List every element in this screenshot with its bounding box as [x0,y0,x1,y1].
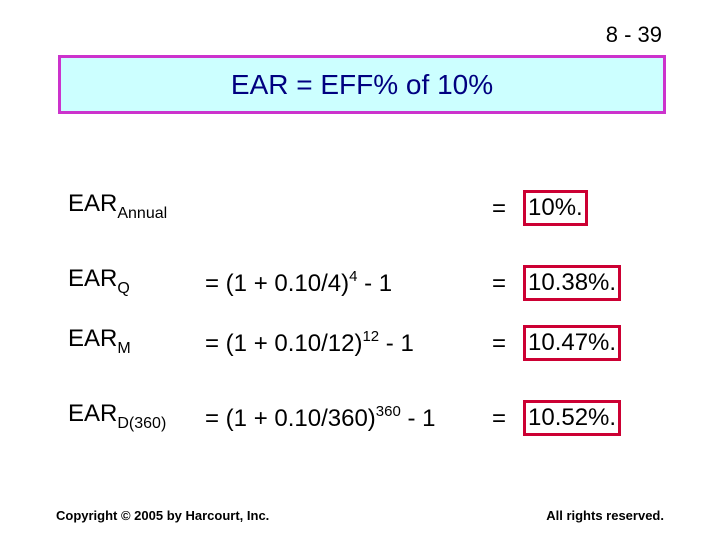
row-label: EARD(360) [68,400,167,432]
rights-text: All rights reserved. [546,508,664,523]
formula: = (1 + 0.10/360)360 - 1 [205,403,436,432]
result-box: 10.38%. [523,265,622,301]
result-box: 10%. [523,190,588,226]
slide-title: EAR = EFF% of 10% [230,68,494,100]
formula: = (1 + 0.10/12)12 - 1 [205,328,414,357]
row-label: EARM [68,325,131,357]
equals-sign: = [492,330,507,357]
ear-row-annual: EARAnnual = 10%. [0,183,720,226]
equals-sign: = [492,405,507,432]
copyright-text: Copyright © 2005 by Harcourt, Inc. [56,508,270,523]
equals-sign: = [492,270,507,297]
row-label: EARAnnual [68,190,168,222]
title-box: EAR = EFF% of 10% [58,55,666,114]
result-box: 10.47%. [523,325,622,361]
slide-number: 8 - 39 [605,22,662,47]
row-label: EARQ [68,265,130,297]
result-box: 10.52%. [523,400,622,436]
ear-row-quarterly: EARQ = (1 + 0.10/4)4 - 1 = 10.38%. [0,258,720,301]
formula: = (1 + 0.10/4)4 - 1 [205,268,393,297]
ear-row-daily: EARD(360) = (1 + 0.10/360)360 - 1 = 10.5… [0,393,720,436]
ear-row-monthly: EARM = (1 + 0.10/12)12 - 1 = 10.47%. [0,318,720,361]
equals-sign: = [492,195,507,222]
